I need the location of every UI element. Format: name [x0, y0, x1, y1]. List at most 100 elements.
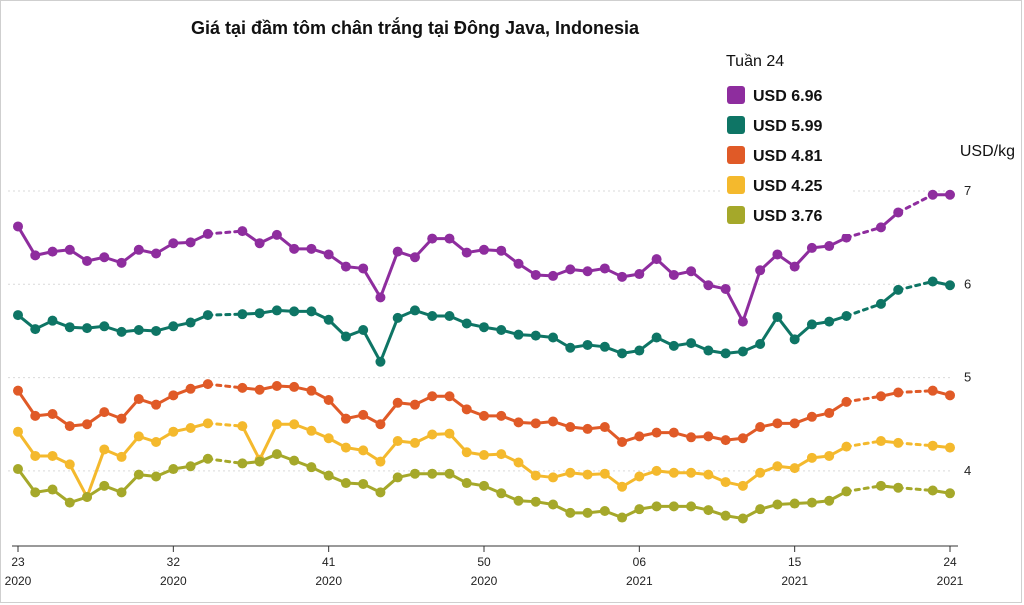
data-point	[496, 488, 507, 499]
data-point	[651, 332, 662, 343]
data-point	[427, 468, 438, 479]
data-point	[271, 229, 282, 240]
data-point	[409, 252, 420, 263]
data-point	[530, 330, 541, 341]
data-point	[686, 467, 697, 478]
series-gap-line	[896, 486, 935, 492]
unit-label: USD/kg	[960, 143, 1015, 160]
data-point	[185, 237, 196, 248]
series-5	[13, 449, 955, 524]
legend-label: USD 5.99	[753, 118, 822, 135]
data-point	[116, 451, 127, 462]
series-4	[13, 418, 955, 503]
data-point	[703, 280, 714, 291]
y-axis: 4 5 6 7	[964, 183, 971, 478]
data-point	[461, 478, 472, 489]
y-tick-label: 4	[964, 463, 971, 478]
data-point	[789, 418, 800, 429]
data-point	[686, 266, 697, 277]
x-tick-year: 2020	[160, 574, 187, 588]
legend-title: Tuần 24	[726, 53, 784, 70]
data-point	[323, 470, 334, 481]
data-point	[737, 433, 748, 444]
data-point	[116, 413, 127, 424]
data-point	[289, 306, 300, 317]
data-point	[479, 480, 489, 491]
data-point	[82, 419, 93, 430]
data-point	[99, 444, 110, 455]
data-point	[358, 325, 369, 336]
data-point	[306, 306, 317, 317]
data-point	[530, 470, 541, 481]
data-point	[599, 341, 610, 352]
series-line-segment	[240, 424, 262, 462]
data-point	[841, 232, 852, 243]
series-line-segment	[16, 389, 37, 418]
data-point	[841, 486, 852, 497]
data-point	[306, 425, 317, 436]
data-point	[513, 258, 524, 269]
data-point	[841, 311, 852, 322]
data-point	[409, 437, 420, 448]
data-point	[513, 495, 524, 506]
data-point	[30, 450, 41, 461]
data-point	[617, 436, 628, 447]
data-point	[513, 329, 524, 340]
data-point	[582, 469, 593, 480]
data-point	[599, 263, 610, 274]
data-point	[82, 323, 93, 334]
data-point	[789, 334, 800, 345]
data-point	[617, 512, 628, 523]
data-point	[668, 467, 679, 478]
data-point	[237, 421, 248, 432]
data-point	[634, 431, 645, 442]
data-point	[565, 422, 576, 433]
data-point	[875, 391, 886, 402]
data-point	[64, 459, 75, 470]
data-point	[427, 311, 438, 322]
data-point	[30, 410, 41, 421]
data-point	[444, 311, 455, 322]
y-tick-label: 5	[964, 370, 971, 385]
data-point	[893, 437, 904, 448]
data-point	[496, 449, 507, 460]
data-point	[323, 249, 334, 260]
data-point	[513, 417, 524, 428]
data-point	[703, 345, 714, 356]
data-point	[392, 312, 403, 323]
data-point	[13, 221, 23, 232]
x-tick-year: 2021	[937, 574, 964, 588]
data-point	[548, 332, 559, 343]
data-point	[254, 384, 265, 395]
data-point	[133, 244, 144, 255]
data-point	[548, 416, 559, 427]
y-tick-label: 7	[964, 183, 971, 198]
data-point	[927, 440, 938, 451]
x-tick-year: 2020	[471, 574, 498, 588]
data-point	[565, 342, 576, 353]
data-point	[64, 497, 75, 508]
data-point	[254, 238, 265, 249]
data-point	[737, 480, 748, 491]
data-point	[47, 408, 58, 419]
data-point	[409, 468, 420, 479]
data-point	[237, 309, 248, 320]
data-point	[772, 461, 783, 472]
data-point	[168, 390, 179, 401]
data-point	[634, 471, 645, 482]
data-point	[168, 464, 179, 475]
data-point	[271, 449, 282, 460]
data-point	[841, 396, 852, 407]
data-point	[168, 321, 179, 332]
series-gap-line	[206, 421, 244, 428]
data-point	[806, 411, 817, 422]
data-point	[479, 322, 489, 333]
data-point	[875, 436, 886, 447]
x-tick-year: 2021	[781, 574, 808, 588]
data-point	[358, 478, 369, 489]
data-point	[703, 469, 714, 480]
data-point	[444, 428, 455, 439]
series-line-segment	[724, 287, 745, 324]
data-point	[772, 499, 783, 510]
data-point	[686, 432, 697, 443]
